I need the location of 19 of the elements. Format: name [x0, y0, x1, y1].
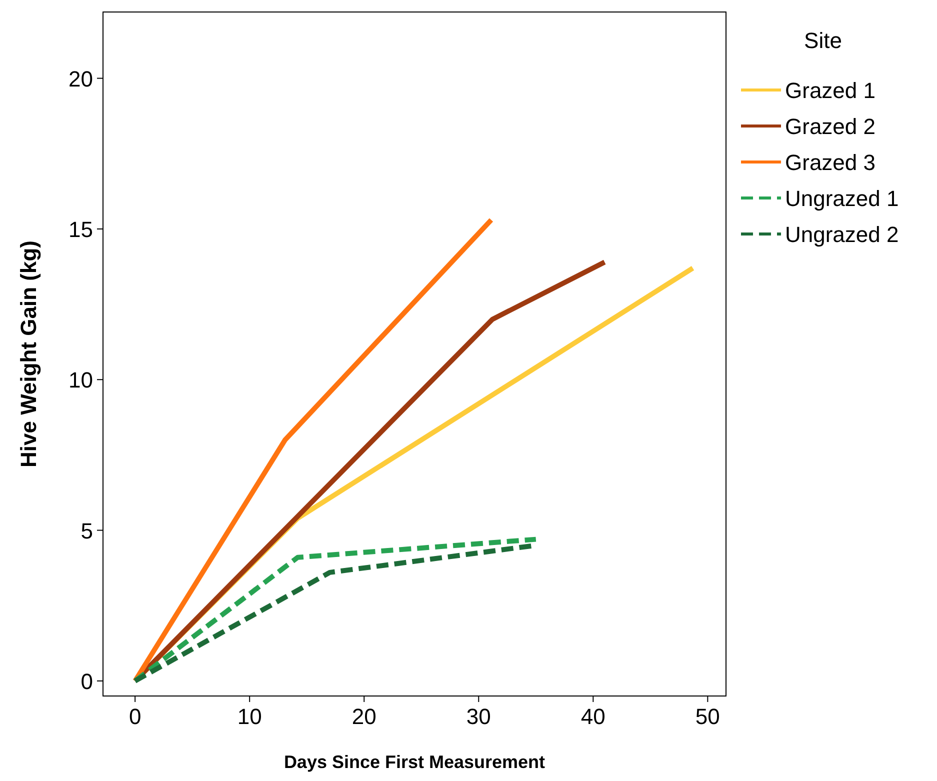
- x-tick-label: 10: [237, 704, 262, 729]
- y-tick-label: 5: [80, 518, 93, 544]
- x-tick-label: 50: [695, 704, 720, 729]
- x-tick-label: 40: [580, 704, 606, 729]
- y-tick-label: 15: [68, 216, 93, 242]
- x-axis-title: Days Since First Measurement: [284, 752, 546, 772]
- legend-title: Site: [804, 28, 842, 53]
- y-tick-label: 10: [68, 368, 93, 393]
- legend-label: Grazed 3: [785, 150, 876, 175]
- y-axis-title: Hive Weight Gain (kg): [16, 240, 41, 468]
- x-tick-label: 30: [466, 704, 491, 729]
- y-tick-label: 20: [68, 66, 93, 92]
- x-tick-label: 20: [352, 704, 376, 729]
- y-tick-label: 0: [80, 668, 93, 694]
- legend-label: Grazed 2: [785, 114, 876, 139]
- legend-label: Grazed 1: [785, 78, 876, 103]
- x-tick-label: 0: [128, 704, 142, 729]
- legend-label: Ungrazed 1: [785, 186, 899, 211]
- legend-label: Ungrazed 2: [785, 222, 899, 247]
